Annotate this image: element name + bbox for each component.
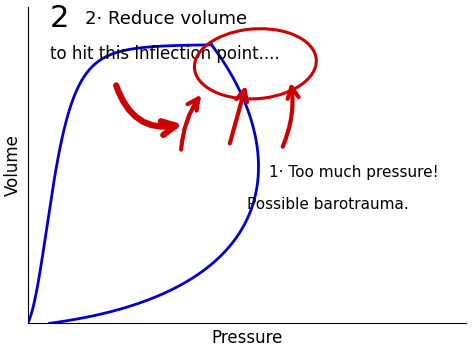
Text: to hit this inflection point....: to hit this inflection point....: [50, 45, 279, 63]
X-axis label: Pressure: Pressure: [211, 329, 283, 347]
Y-axis label: Volume: Volume: [4, 134, 22, 196]
Text: 1· Too much pressure!: 1· Too much pressure!: [268, 165, 438, 180]
Text: 2: 2: [50, 4, 69, 33]
Text: 2· Reduce volume: 2· Reduce volume: [85, 10, 247, 28]
Text: Possible barotrauma.: Possible barotrauma.: [246, 197, 409, 212]
